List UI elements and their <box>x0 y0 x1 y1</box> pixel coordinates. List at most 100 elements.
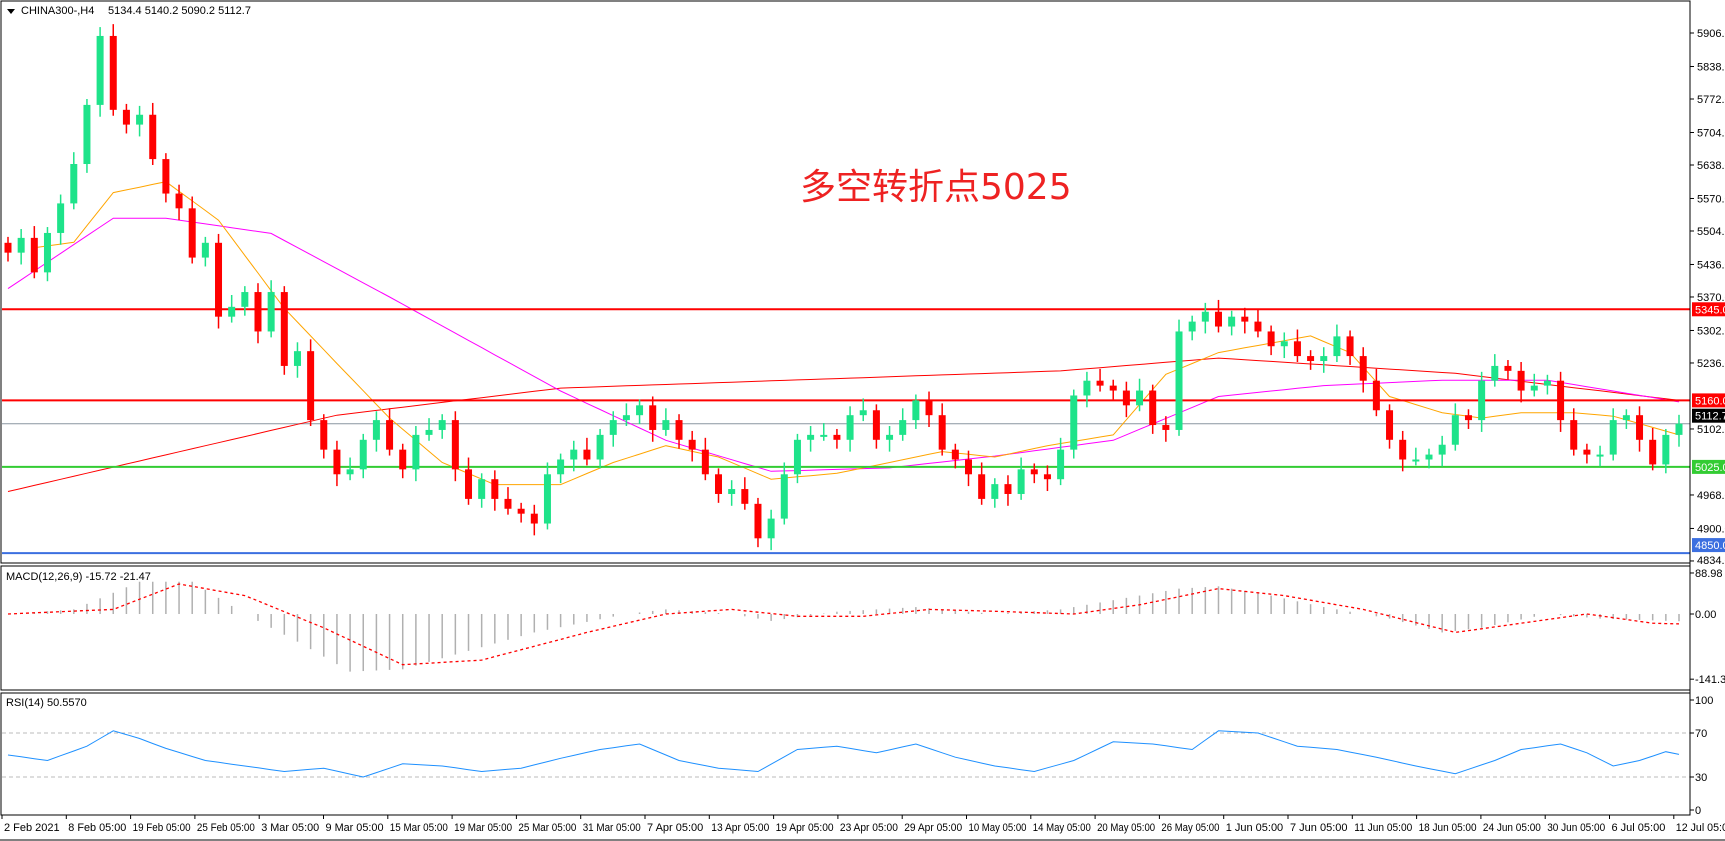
candle <box>1096 368 1104 392</box>
candle-body <box>451 420 459 470</box>
candle-body <box>215 242 223 317</box>
x-tick-label: 24 Jun 05:00 <box>1483 822 1541 834</box>
x-tick-label: 7 Apr 05:00 <box>647 822 703 834</box>
candle <box>1543 374 1551 395</box>
candle-body <box>517 508 525 514</box>
candle <box>188 196 196 264</box>
candle <box>254 283 262 344</box>
candle-body <box>1675 423 1683 435</box>
candle-body <box>267 292 275 332</box>
candle-body <box>649 405 657 430</box>
candle-body <box>1636 415 1644 440</box>
candle-body <box>1478 380 1486 421</box>
candle <box>267 280 275 338</box>
candle-body <box>320 420 328 450</box>
candle-body <box>1504 365 1512 371</box>
candle <box>1399 430 1407 472</box>
candle-body <box>1399 439 1407 460</box>
macd-title: MACD(12,26,9) -15.72 -21.47 <box>6 571 151 583</box>
x-tick-label: 11 Jun 05:00 <box>1354 822 1412 834</box>
candle-body <box>754 503 762 539</box>
candle <box>346 457 354 481</box>
x-tick-label: 3 Mar 05:00 <box>261 822 319 834</box>
candle <box>1109 379 1117 400</box>
candle-body <box>70 164 78 204</box>
candle <box>241 286 249 316</box>
candle <box>767 509 775 551</box>
candle <box>215 233 223 329</box>
rsi-y-tick-label: 0 <box>1695 805 1701 817</box>
candle-body <box>925 400 933 416</box>
collapse-triangle-icon[interactable] <box>7 9 15 14</box>
x-tick-label: 23 Apr 05:00 <box>840 822 898 834</box>
candle <box>1228 310 1236 336</box>
candle <box>109 24 117 116</box>
candle <box>96 27 104 117</box>
candle-body <box>1307 356 1315 362</box>
candle <box>1070 389 1078 459</box>
candle <box>1570 408 1578 456</box>
candle <box>530 504 538 536</box>
candle-body <box>241 292 249 307</box>
candle <box>70 152 78 210</box>
candle <box>1136 378 1144 412</box>
candle-body <box>741 489 749 504</box>
y-tick-label: 5370.0 <box>1697 292 1725 304</box>
candle-body <box>886 434 894 440</box>
candle-body <box>1017 469 1025 494</box>
candle-body <box>465 469 473 499</box>
candle-body <box>1188 321 1196 332</box>
candle-body <box>543 474 551 524</box>
candle-body <box>767 518 775 539</box>
candle <box>820 423 828 441</box>
y-tick-label: 4834.0 <box>1697 555 1725 567</box>
candle-body <box>978 474 986 499</box>
candle <box>451 411 459 482</box>
candle-body <box>1057 449 1065 480</box>
candle <box>465 457 473 505</box>
candle <box>1175 319 1183 436</box>
macd-y-tick-label: 88.98 <box>1695 568 1723 580</box>
candle <box>320 414 328 459</box>
level-badge-label: 5160.0 <box>1695 395 1725 407</box>
candle <box>17 229 25 265</box>
candle <box>636 399 644 425</box>
main-pane-frame <box>0 0 1691 564</box>
candle-body <box>254 292 262 332</box>
candle <box>1504 360 1512 380</box>
candle <box>925 391 933 427</box>
candle <box>951 443 959 469</box>
macd-pane-frame <box>0 565 1691 691</box>
y-tick-label: 5436.0 <box>1697 259 1725 271</box>
candle <box>1307 350 1315 370</box>
candle <box>741 477 749 510</box>
candle-body <box>1412 459 1420 462</box>
candle <box>859 398 867 422</box>
y-tick-label: 5906.0 <box>1697 28 1725 40</box>
x-tick-label: 15 Mar 05:00 <box>390 822 448 834</box>
level-badge-label: 4850.0 <box>1695 540 1725 552</box>
candle <box>596 428 604 469</box>
candle <box>938 403 946 456</box>
rsi-pane <box>2 730 1690 778</box>
rsi-y-tick-label: 30 <box>1695 772 1707 784</box>
candle <box>399 443 407 479</box>
candle-body <box>412 434 420 470</box>
x-tick-label: 25 Mar 05:00 <box>518 822 576 834</box>
candle-body <box>1043 474 1051 480</box>
candle-body <box>1596 454 1604 457</box>
level-badge <box>1692 459 1725 474</box>
candle-body <box>1214 311 1222 327</box>
candle-body <box>293 351 301 366</box>
candle-body <box>912 400 920 421</box>
candle <box>886 426 894 452</box>
symbol-timeframe: CHINA300-,H4 <box>21 5 94 17</box>
candle <box>478 473 486 508</box>
candle-body <box>57 203 65 233</box>
candle <box>780 462 788 525</box>
x-tick-label: 25 Feb 05:00 <box>197 822 255 834</box>
candle-body <box>1162 425 1170 430</box>
candle <box>438 414 446 439</box>
current-price-badge <box>1692 408 1725 423</box>
